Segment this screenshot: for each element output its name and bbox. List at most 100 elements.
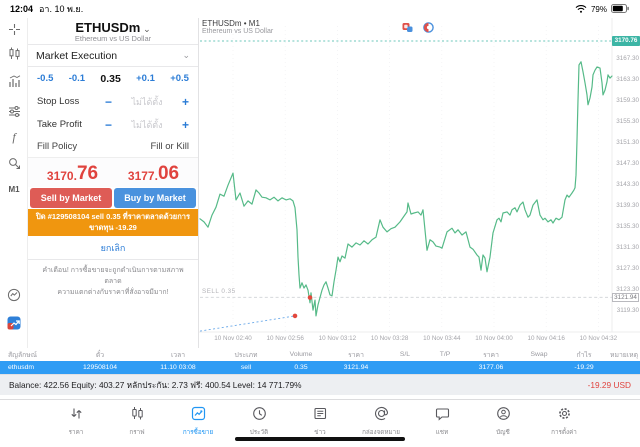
symbol-selector[interactable]: ETHUSDm ⌄ Ethereum vs US Dollar (28, 18, 198, 45)
chart-symbol-description: Ethereum vs US Dollar (202, 28, 274, 35)
position-current-price: 3177.06 (478, 364, 504, 371)
col-profit: กำไร (576, 352, 592, 359)
wifi-icon (575, 4, 587, 15)
person-icon (496, 406, 511, 426)
crosshair-icon[interactable] (0, 18, 28, 40)
chart-clock-icon[interactable] (423, 20, 434, 38)
buy-price[interactable]: 3177. 06 (127, 163, 180, 184)
tab-mailbox[interactable]: กล่องจดหมาย (358, 406, 404, 447)
volume-inc-small-button[interactable]: +0.1 (136, 73, 155, 84)
chevron-down-icon: ⌄ (182, 50, 190, 60)
indicators-icon[interactable] (0, 100, 28, 122)
col-price-open: ราคา (348, 352, 364, 359)
volume-dec-big-button[interactable]: -0.5 (37, 73, 54, 84)
deal-trend-line (199, 315, 296, 332)
time-axis-label: 10 Nov 03:44 (423, 335, 461, 342)
open-price-badge: 3121.94 (612, 292, 639, 302)
stop-loss-minus-button[interactable]: − (105, 94, 113, 109)
volume-value[interactable]: 0.35 (100, 72, 121, 85)
tab-accounts[interactable]: บัญชี (480, 406, 526, 447)
col-type: ประเภท (234, 352, 258, 359)
functions-icon[interactable]: f (12, 129, 16, 144)
tab-quotes[interactable]: ราคา (53, 406, 99, 447)
col-symbol: สัญลักษณ์ (8, 352, 38, 359)
sell-by-market-button[interactable]: Sell by Market (30, 188, 112, 208)
chart-toolbar: f M1 (0, 18, 28, 348)
col-swap: Swap (530, 351, 548, 358)
battery-icon (611, 3, 630, 15)
price-axis-label: 3151.30 (616, 139, 639, 147)
time-axis-label: 10 Nov 03:28 (370, 335, 409, 342)
position-line-label: SELL 0.35 (202, 288, 236, 296)
fill-policy-select[interactable]: Fill Policy Fill or Kill (28, 136, 198, 157)
clock-icon (252, 406, 267, 426)
col-ticket: ตั๋ว (95, 352, 105, 359)
close-position-banner[interactable]: ปิด #129508104 sell 0.35 ที่ราคาตลาดด้วย… (28, 209, 198, 236)
clock-date: อา. 10 พ.ย. (39, 4, 84, 14)
main-area: f M1 ETHUSDm ⌄ Ethereum vs US Dollar (0, 18, 640, 348)
volume-dec-small-button[interactable]: -0.1 (68, 73, 86, 84)
timeframe-button[interactable]: M1 (8, 184, 20, 194)
col-comment: หมายเหตุ (610, 352, 638, 359)
cancel-button[interactable]: ยกเลิก (28, 236, 198, 260)
take-profit-field[interactable]: ไม่ได้ตั้ง (131, 119, 163, 130)
stop-loss-row: Stop Loss − ไม่ได้ตั้ง + (28, 90, 198, 113)
position-row[interactable]: ethusdm 129508104 11.10 03:08 sell 0.35 … (0, 361, 640, 374)
time-axis-label: 10 Nov 04:00 (475, 335, 513, 342)
take-profit-minus-button[interactable]: − (105, 117, 113, 132)
position-type: sell (240, 364, 252, 371)
price-axis-label: 3155.30 (616, 118, 639, 126)
quick-trade-icon[interactable] (0, 284, 28, 306)
sell-deal-marker (307, 295, 313, 300)
tab-news[interactable]: ข่าว (297, 406, 343, 447)
app-shortcut-icon[interactable] (0, 312, 28, 334)
chart-canvas[interactable] (199, 18, 640, 348)
tab-settings[interactable]: การตั้งค่า (541, 406, 587, 447)
col-volume: Volume (289, 351, 313, 358)
objects-icon[interactable] (0, 152, 28, 174)
chart-object-icons (402, 20, 434, 38)
position-time: 11.10 03:08 (160, 364, 196, 371)
volume-inc-big-button[interactable]: +0.5 (170, 73, 189, 84)
battery-percent: 79% (590, 4, 607, 14)
floating-pl: -19.29 USD (587, 380, 631, 390)
order-type-value: Market Execution (36, 49, 118, 62)
newspaper-icon (313, 406, 328, 426)
stop-loss-plus-button[interactable]: + (181, 94, 189, 109)
position-ticket: 129508104 (82, 364, 118, 371)
tab-chat[interactable]: แชท (419, 406, 465, 447)
status-bar: 12:04 อา. 10 พ.ย. 79% (0, 0, 640, 18)
at-sign-icon (374, 406, 389, 426)
fill-policy-label: Fill Policy (37, 141, 78, 152)
order-type-select[interactable]: Market Execution ⌄ (28, 45, 198, 67)
buy-by-market-button[interactable]: Buy by Market (114, 188, 196, 208)
chat-bubble-icon (435, 406, 450, 426)
take-profit-plus-button[interactable]: + (181, 117, 189, 132)
position-open-price: 3121.94 (343, 364, 369, 371)
col-price-current: ราคา (483, 352, 499, 359)
chart-flag-icon[interactable] (402, 20, 413, 38)
updown-arrows-icon (69, 406, 84, 426)
positions-table-header: สัญลักษณ์ ตั๋ว เวลา ประเภท Volume ราคา S… (0, 348, 640, 361)
col-tp: T/P (439, 351, 451, 358)
time-axis-label: 10 Nov 02:56 (266, 335, 304, 342)
trade-chart-icon (191, 406, 206, 426)
stop-loss-field[interactable]: ไม่ได้ตั้ง (131, 96, 163, 107)
candlestick-style-icon[interactable] (0, 42, 28, 64)
sell-price[interactable]: 3170. 76 (46, 163, 99, 184)
account-summary-bar: Balance: 422.56 Equity: 403.27 หลักประกั… (0, 374, 640, 395)
tab-trade[interactable]: การซื้อขาย (175, 406, 221, 447)
tab-history[interactable]: ประวัติ (236, 406, 282, 447)
tab-charts[interactable]: กราฟ (114, 406, 160, 447)
time-axis-label: 10 Nov 02:40 (214, 335, 252, 342)
volume-stepper: -0.5 -0.1 0.35 +0.1 +0.5 (28, 67, 198, 90)
account-summary: Balance: 422.56 Equity: 403.27 หลักประกั… (9, 380, 302, 390)
home-indicator[interactable] (235, 437, 405, 441)
chart-type-icon[interactable] (0, 70, 28, 92)
take-profit-label: Take Profit (37, 119, 82, 130)
chart-header: ETHUSDm • M1 Ethereum vs US Dollar (202, 19, 273, 35)
col-sl: S/L (399, 351, 411, 358)
price-axis-label: 3127.30 (616, 265, 639, 273)
price-axis-label: 3167.30 (616, 55, 639, 63)
